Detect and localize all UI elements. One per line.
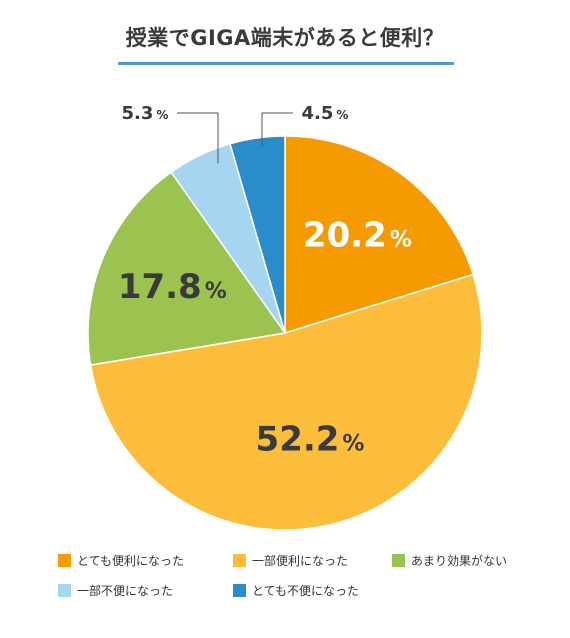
legend-item-little-effect: あまり効果がない	[392, 552, 507, 569]
data-label-very-inconvenient: 4.5%	[302, 103, 349, 124]
data-label-little-effect: 17.8%	[118, 267, 227, 307]
legend-item-partly-inconvenient: 一部不便になった	[58, 582, 173, 599]
legend-swatch	[392, 554, 405, 567]
data-label-very-convenient: 20.2%	[303, 216, 412, 256]
legend-swatch	[58, 584, 71, 597]
legend-swatch	[233, 554, 246, 567]
leader-line-partly-inconvenient	[177, 112, 219, 164]
data-label-partly-convenient: 52.2%	[256, 419, 365, 459]
legend-item-partly-convenient: 一部便利になった	[233, 552, 348, 569]
chart-title: 授業でGIGA端末があると便利？	[125, 26, 445, 50]
legend-label: 一部便利になった	[252, 554, 349, 568]
legend-label: とても便利になった	[77, 554, 185, 568]
title-underline	[118, 62, 454, 65]
pie-slice-little-effect	[87, 171, 287, 366]
pie-slice-very-inconvenient	[229, 135, 286, 334]
legend-swatch	[233, 584, 246, 597]
pie-slice-very-convenient	[284, 135, 475, 335]
pie-slice-partly-convenient	[89, 273, 483, 531]
legend-label: とても不便になった	[252, 584, 360, 598]
legend-swatch	[58, 554, 71, 567]
legend-item-very-inconvenient: とても不便になった	[233, 582, 359, 599]
pie-chart: 20.2 % 52.2 % 17.8 % 5.3% 4.5%	[87, 103, 483, 531]
leader-line-very-inconvenient	[261, 112, 293, 146]
legend-label: 一部不便になった	[77, 584, 174, 598]
legend-label: あまり効果がない	[411, 554, 508, 568]
legend-item-very-convenient: とても便利になった	[58, 552, 184, 569]
data-label-partly-inconvenient: 5.3%	[122, 103, 169, 124]
